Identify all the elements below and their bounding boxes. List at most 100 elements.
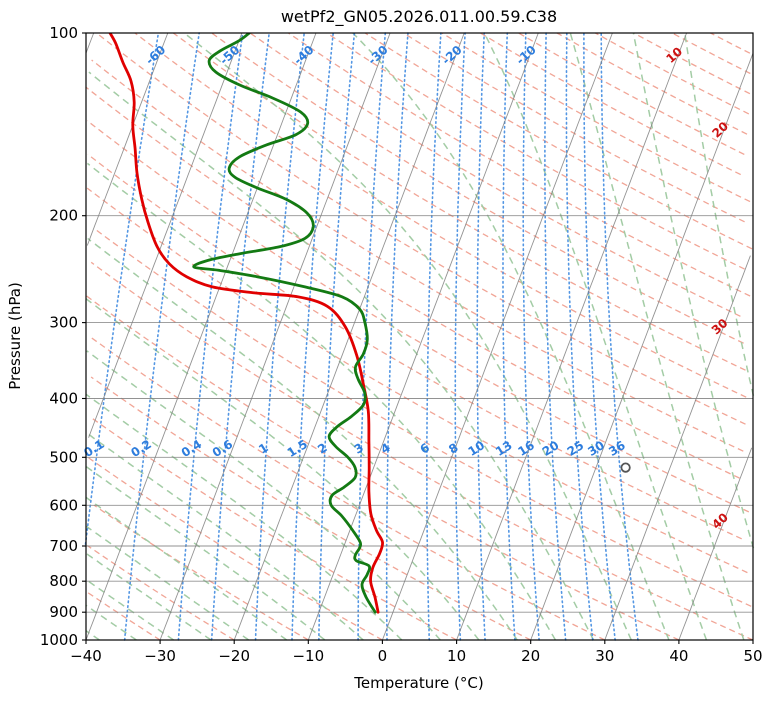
dry-adiabat-30 <box>89 335 606 641</box>
lcl-marker <box>620 462 631 473</box>
isotherm-line--60 <box>86 32 169 246</box>
moist-adiabat-25 <box>86 162 557 641</box>
x-tick-label--40: −40 <box>70 647 102 665</box>
dry-adiabat--30 <box>87 592 161 641</box>
isotherm-line-40 <box>678 447 753 641</box>
dry-adiabat-170 <box>288 32 751 297</box>
mixing-ratio-line-1.5 <box>291 32 334 641</box>
y-tick-label-900: 900 <box>49 603 78 621</box>
moist-adiabat--30 <box>85 604 137 641</box>
isotherm-line--50 <box>88 32 243 438</box>
dry-adiabat-210 <box>441 32 751 203</box>
profile-line-dewpoint <box>192 33 377 614</box>
moist-adiabat-30 <box>88 71 595 641</box>
moist-adiabat-10 <box>86 350 441 641</box>
x-tick-label--10: −10 <box>292 647 324 665</box>
dry-adiabat-10 <box>90 416 457 641</box>
dry-adiabat-260 <box>633 32 751 95</box>
mixing-ratio-line-10 <box>476 32 486 641</box>
dry-adiabat-200 <box>403 32 745 223</box>
x-tick-label-10: 10 <box>447 647 466 665</box>
dry-adiabat-lines <box>85 32 754 641</box>
mixing-ratio-line-30 <box>583 32 616 641</box>
dry-adiabat-140 <box>172 32 746 371</box>
y-tick-label-400: 400 <box>49 390 78 408</box>
isotherm-line-0 <box>381 32 613 641</box>
y-tick-label-200: 200 <box>49 207 78 225</box>
moist-adiabat-60 <box>684 32 755 396</box>
mixing-ratio-line-0.4 <box>177 32 244 641</box>
isotherm-line--10 <box>307 32 539 641</box>
moist-adiabat-40 <box>352 32 670 641</box>
dry-adiabat-120 <box>96 32 746 425</box>
y-tick-label-800: 800 <box>49 572 78 590</box>
moist-adiabat--10 <box>85 496 288 641</box>
x-tick-label-0: 0 <box>378 647 388 665</box>
moist-adiabat--15 <box>86 525 250 641</box>
dry-adiabat-160 <box>249 32 741 317</box>
x-tick-label-30: 30 <box>595 647 614 665</box>
dry-adiabat-20 <box>90 376 531 641</box>
dry-adiabat--10 <box>93 504 309 641</box>
dry-adiabat-100 <box>85 86 740 479</box>
mixing-ratio-line-4 <box>385 32 409 641</box>
moist-adiabat-20 <box>87 237 518 641</box>
dry-adiabat-50 <box>90 261 754 641</box>
isotherm-line--70 <box>85 32 95 54</box>
mixing-ratio-line-36 <box>600 32 639 641</box>
dry-adiabat-80 <box>87 153 742 540</box>
dry-adiabat-270 <box>671 32 751 75</box>
isotherm-line-30 <box>604 255 751 641</box>
dry-adiabat-180 <box>326 32 745 270</box>
dry-adiabat-150 <box>211 32 744 344</box>
chart-title: wetPf2_GN05.2026.011.00.59.C38 <box>281 7 557 27</box>
dry-adiabat-110 <box>91 59 744 452</box>
mixing-ratio-line-1 <box>254 32 305 641</box>
y-axis-title: Pressure (hPa) <box>6 282 24 390</box>
y-axis-ticks: 100 200 300 400 500 600 700 800 900 1000 <box>40 24 86 649</box>
x-axis-ticks: −40 −30 −20 −10 0 10 20 30 40 50 <box>70 640 763 665</box>
dry-adiabat-0 <box>88 457 383 641</box>
dry-adiabat-230 <box>518 32 745 155</box>
mixing-ratio-line-16 <box>522 32 540 641</box>
moist-adiabat-45 <box>483 32 708 641</box>
mixing-ratio-lines <box>84 32 639 641</box>
y-tick-label-300: 300 <box>49 314 78 332</box>
mixing-ratio-line-0.2 <box>123 32 200 641</box>
moist-adiabat--25 <box>85 579 174 641</box>
mixing-ratio-line-20 <box>544 32 567 641</box>
moist-adiabat-55 <box>632 32 755 549</box>
y-tick-label-1000: 1000 <box>40 631 78 649</box>
profile-markers <box>620 462 631 473</box>
isotherm-lines <box>85 32 754 641</box>
axes-frame <box>85 32 754 641</box>
mixing-ratio-line-2 <box>318 32 356 641</box>
isotherm-line--30 <box>159 32 391 641</box>
moist-adiabat-lines <box>85 32 755 641</box>
mixing-ratio-line-6 <box>426 32 442 641</box>
mixing-ratio-line-25 <box>565 32 594 641</box>
mixing-ratio-line-8 <box>454 32 466 641</box>
moist-adiabat-0 <box>86 432 364 641</box>
moist-adiabat--5 <box>85 465 326 641</box>
y-tick-label-700: 700 <box>49 537 78 555</box>
mixing-ratio-line-13 <box>502 32 516 641</box>
x-tick-label-40: 40 <box>669 647 688 665</box>
dry-adiabat--20 <box>87 545 235 641</box>
plot-frame <box>85 32 754 641</box>
sounding-profile-lines <box>108 33 384 614</box>
y-tick-label-500: 500 <box>49 448 78 466</box>
dry-adiabat-250 <box>595 32 750 115</box>
x-tick-label-50: 50 <box>743 647 762 665</box>
y-tick-label-100: 100 <box>49 24 78 42</box>
profile-line-temperature <box>108 33 384 614</box>
dry-adiabat-60 <box>93 228 752 607</box>
x-tick-label--20: −20 <box>218 647 250 665</box>
isotherm-line--40 <box>85 32 317 641</box>
isotherm-line-20 <box>530 53 754 641</box>
dry-adiabat-90 <box>86 120 750 513</box>
moist-adiabat-35 <box>183 32 632 641</box>
x-axis-title: Temperature (°C) <box>353 674 483 692</box>
